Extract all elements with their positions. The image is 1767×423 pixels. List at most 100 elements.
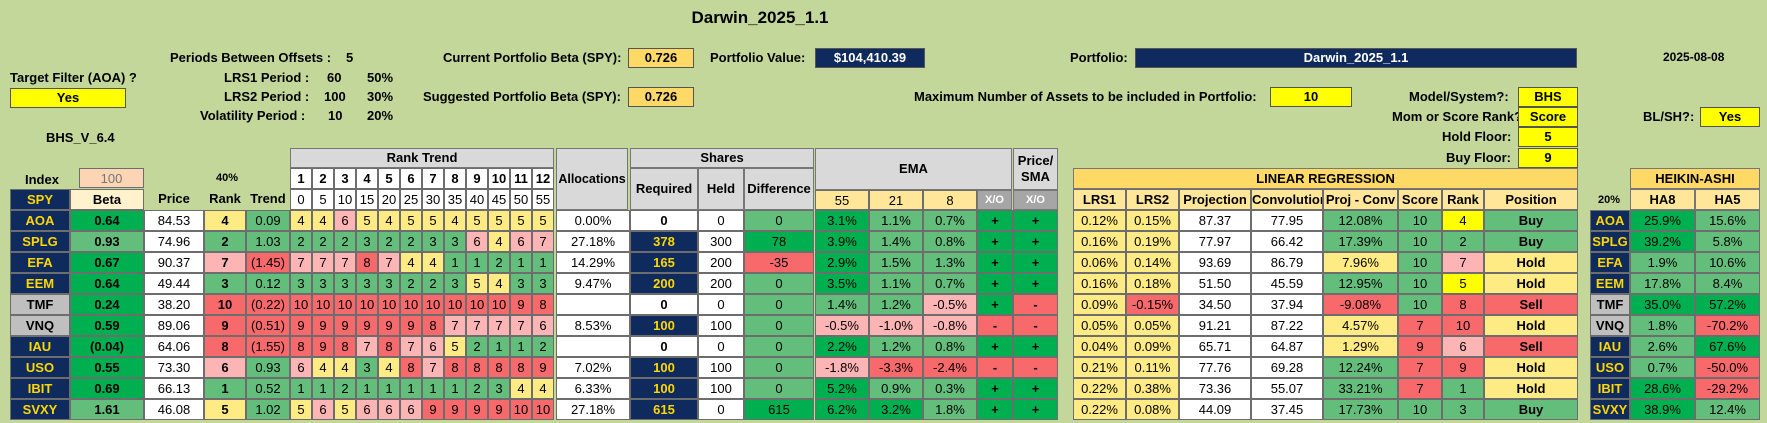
- rank2-cell: 6: [1442, 336, 1484, 357]
- max-assets-value[interactable]: 10: [1270, 87, 1352, 107]
- difference-cell: 0: [744, 336, 814, 357]
- ema8-cell: -0.5%: [923, 294, 977, 315]
- trend-offset: 10: [334, 189, 356, 210]
- beta-cell: 0.55: [70, 357, 144, 378]
- sma-xo-cell: +: [1013, 399, 1058, 420]
- rank-trend-cell: 7: [334, 252, 356, 273]
- asset-symbol: IAU: [10, 336, 70, 357]
- position-cell: Hold: [1484, 357, 1578, 378]
- proj-conv-cell: 12.24%: [1323, 357, 1398, 378]
- beta-cell: 0.24: [70, 294, 144, 315]
- current-beta-label: Current Portfolio Beta (SPY):: [443, 50, 622, 65]
- rank-trend-cell: 8: [488, 357, 510, 378]
- col-ema-xo: X/O: [977, 190, 1012, 210]
- trend-cell: 1.03: [246, 231, 290, 252]
- rank-trend-cell: 6: [312, 399, 334, 420]
- blsh-value[interactable]: Yes: [1700, 107, 1760, 127]
- rank-cell: 6: [204, 357, 246, 378]
- convolution-cell: 37.94: [1251, 294, 1323, 315]
- difference-cell: 78: [744, 231, 814, 252]
- convolution-cell: 37.45: [1251, 399, 1323, 420]
- ema-header: EMA: [815, 148, 1012, 190]
- asset-symbol: IBIT: [10, 378, 70, 399]
- ha8-cell: 2.6%: [1630, 336, 1695, 357]
- ema21-cell: -1.0%: [869, 315, 923, 336]
- lrs1-cell: 0.05%: [1073, 315, 1126, 336]
- ema-xo-cell: +: [977, 273, 1013, 294]
- rank-trend-cell: 8: [444, 357, 466, 378]
- portfolio-name[interactable]: Darwin_2025_1.1: [1135, 48, 1577, 68]
- price-cell: 49.44: [144, 273, 204, 294]
- target-filter-value[interactable]: Yes: [10, 88, 126, 108]
- proj-conv-cell: 1.29%: [1323, 336, 1398, 357]
- rank2-cell: 2: [1442, 231, 1484, 252]
- col-price: Price: [158, 191, 190, 206]
- col-rank2: Rank: [1442, 189, 1484, 210]
- vol-period-label: Volatility Period :: [200, 108, 306, 123]
- price-cell: 74.96: [144, 231, 204, 252]
- price-cell: 73.30: [144, 357, 204, 378]
- page-title: Darwin_2025_1.1: [691, 8, 829, 27]
- ha-symbol: SPLG: [1590, 231, 1630, 252]
- allocation-cell: [556, 336, 630, 357]
- price-cell: 90.37: [144, 252, 204, 273]
- lrs2-pct: 30%: [367, 89, 394, 104]
- trend-number: 12: [532, 168, 554, 189]
- rank-trend-cell: 2: [400, 231, 422, 252]
- rank-trend-cell: 5: [400, 210, 422, 231]
- ema55-cell: 3.9%: [815, 231, 869, 252]
- price-cell: 46.08: [144, 399, 204, 420]
- rank-trend-cell: 3: [444, 231, 466, 252]
- rank-mode-value[interactable]: Score: [1518, 107, 1578, 127]
- col-difference: Difference: [744, 168, 814, 210]
- rank-trend-cell: 10: [488, 294, 510, 315]
- rank-trend-cell: 7: [532, 231, 554, 252]
- hold-floor-value[interactable]: 5: [1518, 127, 1578, 147]
- rank-trend-cell: 7: [466, 315, 488, 336]
- required-cell: 615: [630, 399, 698, 420]
- rank-trend-cell: 2: [466, 378, 488, 399]
- col-position: Position: [1484, 189, 1578, 210]
- beta-cell: 0.64: [70, 273, 144, 294]
- pct-40: 40%: [216, 172, 239, 184]
- score-cell: 10: [1398, 210, 1442, 231]
- score-cell: 9: [1398, 336, 1442, 357]
- rank-cell: 3: [204, 273, 246, 294]
- pct-20: 20%: [1598, 194, 1621, 206]
- rank-trend-cell: 2: [290, 231, 312, 252]
- sma-xo-cell: -: [1013, 294, 1058, 315]
- buy-floor-value[interactable]: 9: [1518, 148, 1578, 168]
- sma-xo-cell: +: [1013, 252, 1058, 273]
- rank-trend-cell: 4: [378, 210, 400, 231]
- linreg-header: LINEAR REGRESSION: [1073, 168, 1578, 189]
- rank-trend-cell: 9: [334, 315, 356, 336]
- ha5-cell: -50.0%: [1695, 357, 1760, 378]
- rank-trend-cell: 2: [466, 336, 488, 357]
- beta-cell: (0.04): [70, 336, 144, 357]
- ema8-cell: -0.8%: [923, 315, 977, 336]
- ema-period: 55: [815, 190, 869, 210]
- score-cell: 10: [1398, 231, 1442, 252]
- index-value: 100: [79, 168, 144, 188]
- trend-offset: 5: [312, 189, 334, 210]
- lrs1-cell: 0.22%: [1073, 378, 1126, 399]
- model-value[interactable]: BHS: [1518, 87, 1578, 107]
- trend-cell: 0.12: [246, 273, 290, 294]
- rank-trend-cell: 10: [510, 399, 532, 420]
- rank-trend-cell: 9: [466, 399, 488, 420]
- trend-offset: 40: [466, 189, 488, 210]
- asset-symbol: EEM: [10, 273, 70, 294]
- rank-trend-cell: 2: [422, 273, 444, 294]
- lrs2-period-label: LRS2 Period :: [224, 89, 310, 104]
- rank-trend-cell: 10: [422, 294, 444, 315]
- rank-trend-cell: 3: [510, 273, 532, 294]
- ema55-cell: 6.2%: [815, 399, 869, 420]
- ha-symbol: AOA: [1590, 210, 1630, 231]
- rank-trend-cell: 8: [400, 357, 422, 378]
- price-cell: 64.06: [144, 336, 204, 357]
- position-cell: Sell: [1484, 294, 1578, 315]
- ha5-cell: -70.2%: [1695, 315, 1760, 336]
- lrs1-period-label: LRS1 Period :: [224, 70, 310, 85]
- rank-trend-cell: 7: [356, 336, 378, 357]
- rank-trend-cell: 6: [510, 231, 532, 252]
